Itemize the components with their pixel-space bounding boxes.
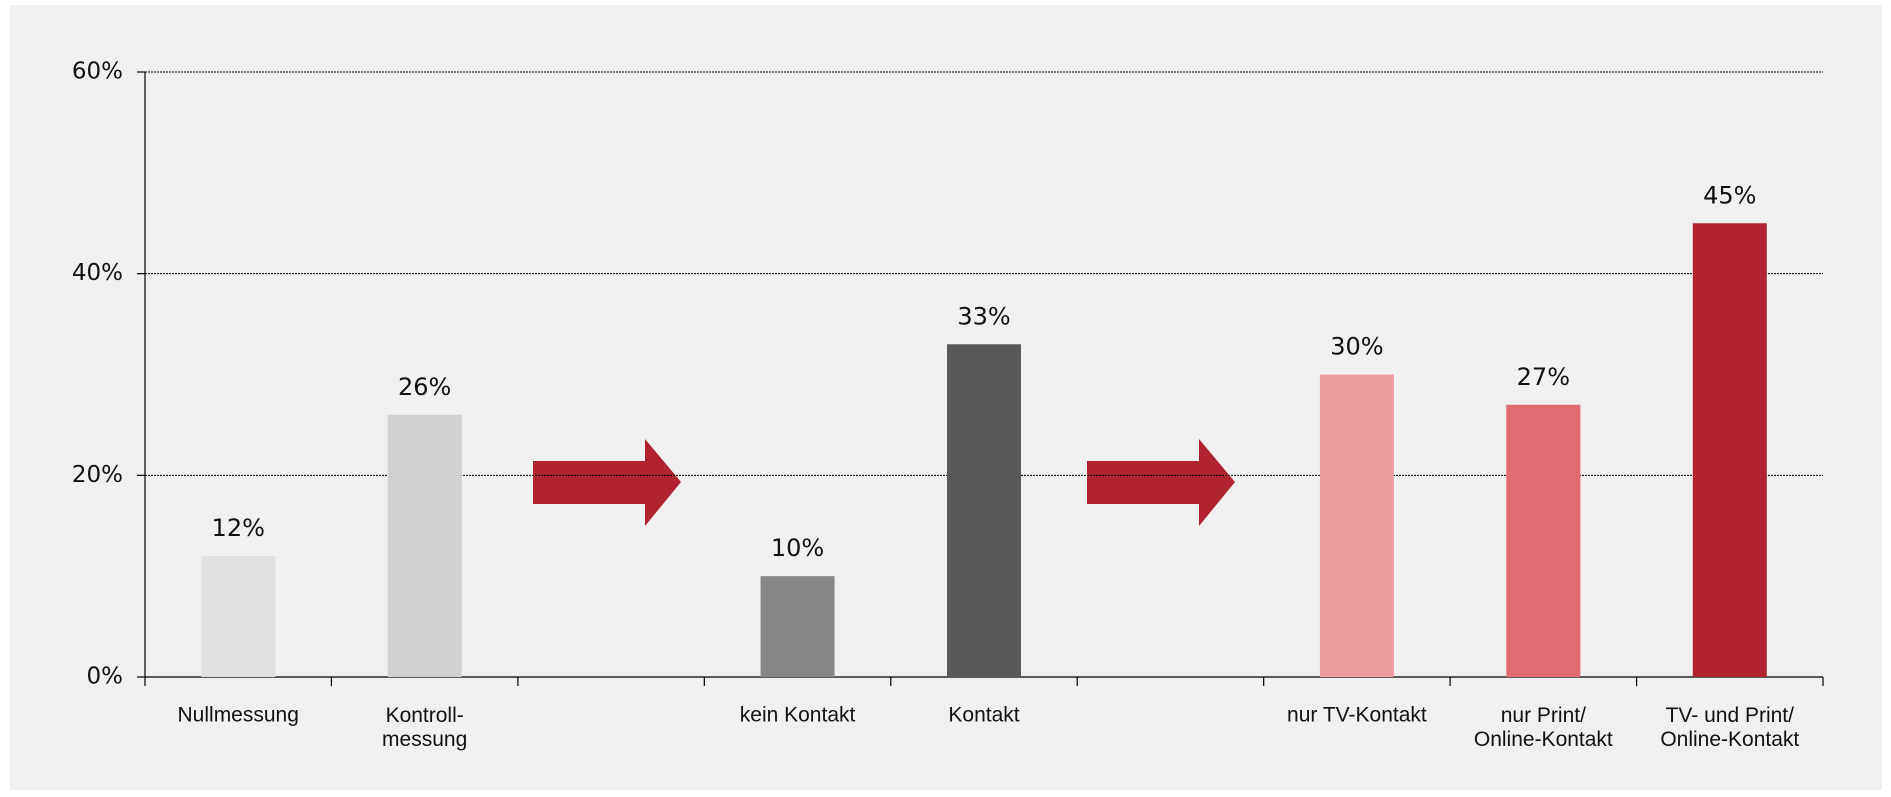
value-label: 45%: [1703, 181, 1756, 209]
bar: [1506, 404, 1581, 677]
x-tick-label: Kontakt: [948, 704, 1019, 727]
x-tick-label: TV- und Print/Online-Kontakt: [1660, 704, 1799, 751]
value-label: 27%: [1517, 363, 1570, 391]
bar: [1319, 374, 1394, 677]
value-label: 10%: [771, 534, 824, 562]
arrow: [1087, 439, 1235, 526]
bar: [1692, 223, 1767, 677]
bar: [201, 556, 276, 677]
y-tick-label: 40%: [72, 260, 123, 286]
y-tick-label: 0%: [87, 664, 124, 690]
bar: [760, 576, 835, 677]
x-tick-label: Nullmessung: [178, 704, 299, 727]
x-tick-label: nur TV-Kontakt: [1287, 704, 1427, 727]
arrow: [533, 439, 681, 526]
y-tick-label: 60%: [72, 59, 123, 85]
y-tick-label: 20%: [72, 462, 123, 488]
bar: [387, 414, 462, 677]
x-tick-label: nur Print/Online-Kontakt: [1474, 704, 1613, 751]
value-label: 26%: [398, 373, 451, 401]
x-tick-label: kein Kontakt: [740, 704, 856, 727]
bar: [947, 344, 1021, 677]
value-label: 33%: [957, 302, 1010, 330]
x-tick-label: Kontroll-messung: [382, 704, 467, 751]
background: [10, 5, 1882, 790]
value-label: 30%: [1330, 333, 1383, 361]
value-label: 12%: [212, 514, 265, 542]
